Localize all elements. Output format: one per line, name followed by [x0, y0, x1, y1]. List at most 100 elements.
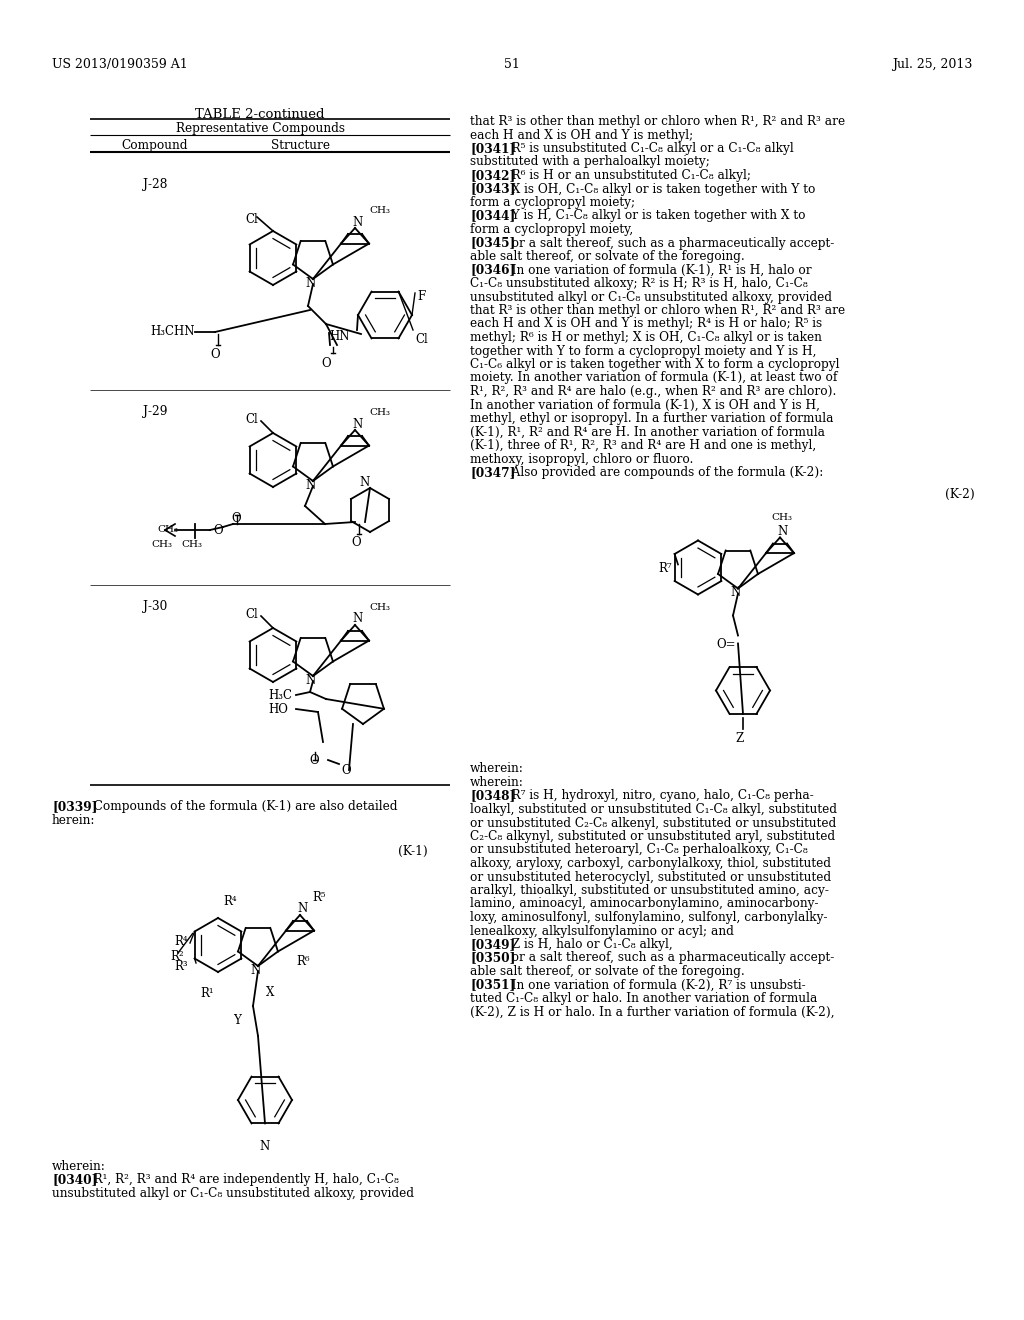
Text: Cl: Cl: [245, 413, 258, 426]
Text: or a salt thereof, such as a pharmaceutically accept-: or a salt thereof, such as a pharmaceuti…: [500, 236, 835, 249]
Text: Representative Compounds: Representative Compounds: [175, 121, 344, 135]
Text: wherein:: wherein:: [470, 763, 524, 776]
Text: C₁-C₆ alkyl or is taken together with X to form a cyclopropyl: C₁-C₆ alkyl or is taken together with X …: [470, 358, 840, 371]
Text: Z: Z: [736, 733, 744, 746]
Text: R⁴: R⁴: [223, 895, 237, 908]
Text: (K-1), three of R¹, R², R³ and R⁴ are H and one is methyl,: (K-1), three of R¹, R², R³ and R⁴ are H …: [470, 440, 816, 451]
Text: R¹, R², R³ and R⁴ are halo (e.g., when R² and R³ are chloro).: R¹, R², R³ and R⁴ are halo (e.g., when R…: [470, 385, 837, 399]
Text: [0341]: [0341]: [470, 143, 515, 154]
Text: (K-1): (K-1): [398, 845, 428, 858]
Text: R¹: R¹: [200, 987, 214, 1001]
Text: F: F: [417, 290, 425, 304]
Text: CH₃: CH₃: [369, 408, 390, 417]
Text: J-30: J-30: [143, 601, 167, 612]
Text: form a cyclopropyl moiety;: form a cyclopropyl moiety;: [470, 195, 635, 209]
Text: each H and X is OH and Y is methyl;: each H and X is OH and Y is methyl;: [470, 128, 693, 141]
Text: N: N: [306, 479, 316, 492]
Text: [0345]: [0345]: [470, 236, 515, 249]
Text: [0342]: [0342]: [470, 169, 515, 182]
Text: substituted with a perhaloalkyl moiety;: substituted with a perhaloalkyl moiety;: [470, 156, 710, 169]
Text: (K-1), R¹, R² and R⁴ are H. In another variation of formula: (K-1), R¹, R² and R⁴ are H. In another v…: [470, 425, 825, 438]
Text: In one variation of formula (K-1), R¹ is H, halo or: In one variation of formula (K-1), R¹ is…: [500, 264, 812, 276]
Text: J-28: J-28: [142, 178, 167, 191]
Text: N: N: [260, 1140, 270, 1152]
Text: N: N: [306, 277, 316, 290]
Text: Compounds of the formula (K-1) are also detailed: Compounds of the formula (K-1) are also …: [82, 800, 397, 813]
Text: O: O: [321, 356, 331, 370]
Text: H₃CHN: H₃CHN: [150, 325, 195, 338]
Text: J-29: J-29: [142, 405, 167, 418]
Text: N: N: [353, 612, 364, 626]
Text: US 2013/0190359 A1: US 2013/0190359 A1: [52, 58, 187, 71]
Text: CH₃: CH₃: [369, 206, 390, 215]
Text: Y is H, C₁-C₈ alkyl or is taken together with X to: Y is H, C₁-C₈ alkyl or is taken together…: [500, 210, 806, 223]
Text: wherein:: wherein:: [52, 1160, 105, 1173]
Text: CH₃: CH₃: [181, 540, 202, 549]
Text: unsubstituted alkyl or C₁-C₈ unsubstituted alkoxy, provided: unsubstituted alkyl or C₁-C₈ unsubstitut…: [470, 290, 831, 304]
Text: C₁-C₈ unsubstituted alkoxy; R² is H; R³ is H, halo, C₁-C₈: C₁-C₈ unsubstituted alkoxy; R² is H; R³ …: [470, 277, 808, 290]
Text: lamino, aminoacyl, aminocarbonylamino, aminocarbony-: lamino, aminoacyl, aminocarbonylamino, a…: [470, 898, 818, 911]
Text: In one variation of formula (K-2), R⁷ is unsubsti-: In one variation of formula (K-2), R⁷ is…: [500, 978, 806, 991]
Text: CH₃: CH₃: [151, 540, 172, 549]
Text: able salt thereof, or solvate of the foregoing.: able salt thereof, or solvate of the for…: [470, 965, 744, 978]
Text: R⁴: R⁴: [174, 935, 188, 948]
Text: Z is H, halo or C₁-C₈ alkyl,: Z is H, halo or C₁-C₈ alkyl,: [500, 939, 673, 950]
Text: alkoxy, aryloxy, carboxyl, carbonylalkoxy, thiol, substituted: alkoxy, aryloxy, carboxyl, carbonylalkox…: [470, 857, 831, 870]
Text: R⁷ is H, hydroxyl, nitro, cyano, halo, C₁-C₈ perha-: R⁷ is H, hydroxyl, nitro, cyano, halo, C…: [500, 789, 814, 803]
Text: O: O: [210, 348, 219, 360]
Text: Also provided are compounds of the formula (K-2):: Also provided are compounds of the formu…: [500, 466, 823, 479]
Text: [0351]: [0351]: [470, 978, 515, 991]
Text: wherein:: wherein:: [470, 776, 524, 789]
Text: In another variation of formula (K-1), X is OH and Y is H,: In another variation of formula (K-1), X…: [470, 399, 820, 412]
Text: R⁵ is unsubstituted C₁-C₈ alkyl or a C₁-C₈ alkyl: R⁵ is unsubstituted C₁-C₈ alkyl or a C₁-…: [500, 143, 794, 154]
Text: [0346]: [0346]: [470, 264, 515, 276]
Text: N: N: [359, 477, 370, 490]
Text: CH₃: CH₃: [157, 525, 178, 535]
Text: loalkyl, substituted or unsubstituted C₁-C₈ alkyl, substituted: loalkyl, substituted or unsubstituted C₁…: [470, 803, 837, 816]
Text: O: O: [341, 764, 350, 777]
Text: [0350]: [0350]: [470, 952, 515, 965]
Text: Cl: Cl: [245, 213, 258, 226]
Text: Y: Y: [233, 1014, 241, 1027]
Text: R²: R²: [170, 950, 183, 964]
Text: R⁶: R⁶: [296, 954, 309, 968]
Text: Cl: Cl: [245, 609, 258, 620]
Text: N: N: [731, 586, 741, 599]
Text: methyl, ethyl or isopropyl. In a further variation of formula: methyl, ethyl or isopropyl. In a further…: [470, 412, 834, 425]
Text: together with Y to form a cyclopropyl moiety and Y is H,: together with Y to form a cyclopropyl mo…: [470, 345, 816, 358]
Text: [0339]: [0339]: [52, 800, 97, 813]
Text: lenealkoxy, alkylsulfonylamino or acyl; and: lenealkoxy, alkylsulfonylamino or acyl; …: [470, 924, 734, 937]
Text: each H and X is OH and Y is methyl; R⁴ is H or halo; R⁵ is: each H and X is OH and Y is methyl; R⁴ i…: [470, 318, 822, 330]
Text: Jul. 25, 2013: Jul. 25, 2013: [892, 58, 972, 71]
Text: (K-2), Z is H or halo. In a further variation of formula (K-2),: (K-2), Z is H or halo. In a further vari…: [470, 1006, 835, 1019]
Text: HN: HN: [329, 330, 349, 343]
Text: N: N: [353, 417, 364, 430]
Text: [0344]: [0344]: [470, 210, 515, 223]
Text: R³: R³: [174, 960, 188, 973]
Text: N: N: [251, 964, 261, 977]
Text: (K-2): (K-2): [945, 487, 975, 500]
Text: herein:: herein:: [52, 813, 95, 826]
Text: R⁵: R⁵: [312, 891, 326, 904]
Text: CH₃: CH₃: [771, 513, 793, 523]
Text: O: O: [309, 754, 318, 767]
Text: R¹, R², R³ and R⁴ are independently H, halo, C₁-C₈: R¹, R², R³ and R⁴ are independently H, h…: [82, 1173, 399, 1187]
Text: 51: 51: [504, 58, 520, 71]
Text: that R³ is other than methyl or chloro when R¹, R² and R³ are: that R³ is other than methyl or chloro w…: [470, 115, 845, 128]
Text: H₃C: H₃C: [268, 689, 292, 702]
Text: R⁷: R⁷: [658, 562, 672, 576]
Text: loxy, aminosulfonyl, sulfonylamino, sulfonyl, carbonylalky-: loxy, aminosulfonyl, sulfonylamino, sulf…: [470, 911, 827, 924]
Text: or unsubstituted C₂-C₈ alkenyl, substituted or unsubstituted: or unsubstituted C₂-C₈ alkenyl, substitu…: [470, 817, 837, 829]
Text: aralkyl, thioalkyl, substituted or unsubstituted amino, acy-: aralkyl, thioalkyl, substituted or unsub…: [470, 884, 828, 898]
Text: tuted C₁-C₈ alkyl or halo. In another variation of formula: tuted C₁-C₈ alkyl or halo. In another va…: [470, 993, 817, 1005]
Text: N: N: [298, 903, 308, 916]
Text: methoxy, isopropyl, chloro or fluoro.: methoxy, isopropyl, chloro or fluoro.: [470, 453, 693, 466]
Text: O=: O=: [716, 638, 735, 651]
Text: O: O: [231, 512, 241, 525]
Text: or a salt thereof, such as a pharmaceutically accept-: or a salt thereof, such as a pharmaceuti…: [500, 952, 835, 965]
Text: N: N: [306, 675, 316, 686]
Text: Compound: Compound: [122, 139, 188, 152]
Text: Cl: Cl: [415, 333, 428, 346]
Text: form a cyclopropyl moiety,: form a cyclopropyl moiety,: [470, 223, 633, 236]
Text: [0340]: [0340]: [52, 1173, 97, 1187]
